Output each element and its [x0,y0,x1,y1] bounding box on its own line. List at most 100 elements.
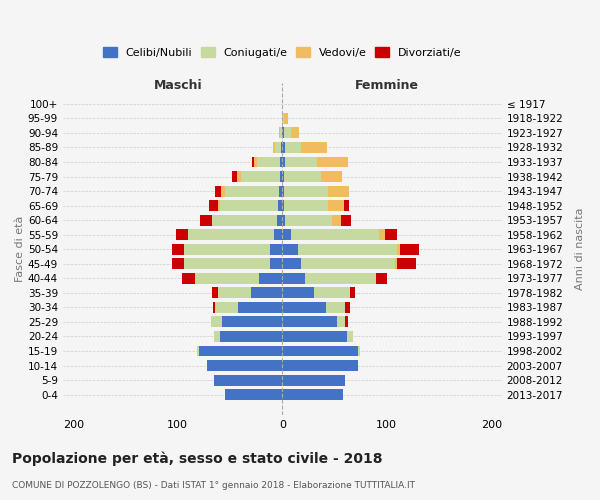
Bar [397,258,416,269]
Bar [238,171,241,182]
Bar [215,302,238,313]
Bar [176,230,188,240]
Bar [211,316,222,328]
Bar [283,156,286,168]
Bar [254,156,257,168]
Bar [259,273,283,284]
Bar [209,200,218,211]
Bar [283,302,326,313]
Bar [184,258,270,269]
Bar [305,273,376,284]
Bar [281,142,283,153]
Bar [283,171,284,182]
Y-axis label: Anni di nascita: Anni di nascita [575,208,585,290]
Bar [337,316,345,328]
Bar [344,200,349,211]
Bar [284,186,328,196]
Bar [225,186,279,196]
Bar [257,156,280,168]
Bar [301,258,395,269]
Bar [283,244,298,254]
Bar [241,171,280,182]
Bar [238,302,283,313]
Bar [207,360,283,371]
Y-axis label: Fasce di età: Fasce di età [15,216,25,282]
Bar [317,156,348,168]
Bar [182,273,194,284]
Bar [274,230,283,240]
Bar [283,288,314,298]
Bar [283,273,305,284]
Bar [284,113,287,124]
Bar [214,374,283,386]
Bar [199,346,283,356]
Bar [301,142,327,153]
Bar [286,156,317,168]
Bar [283,142,286,153]
Bar [284,128,290,138]
Bar [218,200,220,211]
Bar [277,214,283,226]
Bar [221,186,225,196]
Legend: Celibi/Nubili, Coniugati/e, Vedovi/e, Divorziati/e: Celibi/Nubili, Coniugati/e, Vedovi/e, Di… [99,42,466,62]
Bar [283,360,358,371]
Bar [400,244,419,254]
Bar [358,346,359,356]
Bar [286,214,332,226]
Bar [332,214,341,226]
Bar [188,230,274,240]
Bar [215,186,221,196]
Bar [270,258,283,269]
Bar [220,200,278,211]
Bar [270,244,283,254]
Bar [283,346,358,356]
Bar [341,214,351,226]
Bar [212,288,218,298]
Bar [200,214,212,226]
Bar [214,302,215,313]
Bar [279,128,280,138]
Bar [283,214,286,226]
Bar [283,230,290,240]
Bar [397,244,400,254]
Bar [345,316,348,328]
Bar [273,142,275,153]
Text: Popolazione per età, sesso e stato civile - 2018: Popolazione per età, sesso e stato civil… [12,451,383,466]
Bar [395,258,397,269]
Bar [284,171,321,182]
Bar [314,288,350,298]
Bar [172,244,184,254]
Bar [283,374,345,386]
Text: Maschi: Maschi [154,79,202,92]
Bar [286,142,301,153]
Bar [220,331,283,342]
Text: COMUNE DI POZZOLENGO (BS) - Dati ISTAT 1° gennaio 2018 - Elaborazione TUTTITALIA: COMUNE DI POZZOLENGO (BS) - Dati ISTAT 1… [12,480,415,490]
Bar [379,230,385,240]
Bar [194,273,259,284]
Bar [283,186,284,196]
Bar [321,171,342,182]
Bar [328,186,349,196]
Bar [232,171,238,182]
Bar [283,258,301,269]
Bar [283,389,343,400]
Bar [328,200,344,211]
Bar [225,389,283,400]
Bar [283,331,347,342]
Bar [184,244,270,254]
Bar [283,113,284,124]
Bar [280,156,283,168]
Bar [283,316,337,328]
Bar [350,288,355,298]
Bar [283,128,284,138]
Bar [214,331,220,342]
Bar [172,258,184,269]
Text: Femmine: Femmine [355,79,419,92]
Bar [222,316,283,328]
Bar [376,273,387,284]
Bar [280,128,283,138]
Bar [283,200,284,211]
Bar [279,186,283,196]
Bar [197,346,199,356]
Bar [251,288,283,298]
